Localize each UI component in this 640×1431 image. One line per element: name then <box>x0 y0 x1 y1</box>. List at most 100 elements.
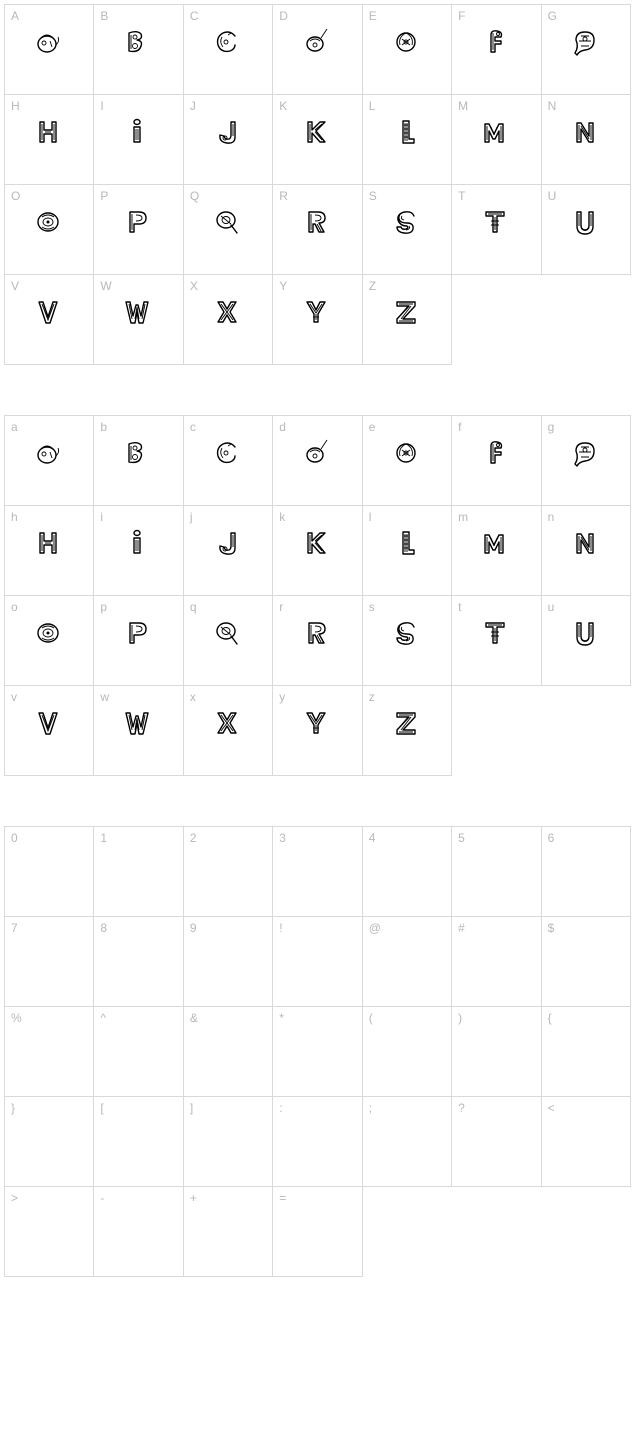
charmap-cell: A <box>5 5 94 95</box>
cell-label: h <box>11 510 18 524</box>
cell-label: : <box>279 1101 282 1115</box>
cell-label: Y <box>279 279 287 293</box>
cell-label: P <box>100 189 108 203</box>
charmap-cell: w <box>94 686 183 776</box>
charmap-cell: Q <box>184 185 273 275</box>
cell-label: ? <box>458 1101 465 1115</box>
cell-label: [ <box>100 1101 103 1115</box>
glyph-v <box>33 297 63 327</box>
cell-label: z <box>369 690 375 704</box>
charmap-cell: i <box>94 506 183 596</box>
charmap-cell: J <box>184 95 273 185</box>
cell-label: A <box>11 9 19 23</box>
charmap-cell: O <box>5 185 94 275</box>
glyph-f <box>480 438 510 468</box>
cell-label: @ <box>369 921 381 935</box>
glyph-j <box>212 528 242 558</box>
glyph-a <box>33 438 63 468</box>
glyph-f <box>480 27 510 57</box>
cell-label: 9 <box>190 921 197 935</box>
charmap-cell: p <box>94 596 183 686</box>
glyph-s <box>391 207 421 237</box>
cell-label: e <box>369 420 376 434</box>
cell-label: O <box>11 189 20 203</box>
cell-label: - <box>100 1191 104 1205</box>
glyph-x <box>212 297 242 327</box>
cell-label: g <box>548 420 555 434</box>
cell-label: Z <box>369 279 376 293</box>
glyph-g <box>570 438 600 468</box>
cell-label: T <box>458 189 465 203</box>
cell-label: i <box>100 510 103 524</box>
charmap-cell: K <box>273 95 362 185</box>
charmap-cell <box>452 686 541 775</box>
cell-label: < <box>548 1101 555 1115</box>
cell-label: 5 <box>458 831 465 845</box>
charmap-cell: - <box>94 1187 183 1277</box>
cell-label: w <box>100 690 109 704</box>
cell-label: ! <box>279 921 282 935</box>
cell-label: & <box>190 1011 198 1025</box>
charmap-cell: x <box>184 686 273 776</box>
glyph-h <box>33 117 63 147</box>
cell-label: 2 <box>190 831 197 845</box>
glyph-m <box>480 528 510 558</box>
charmap-cell <box>363 1187 452 1276</box>
charmap-cell: B <box>94 5 183 95</box>
charmap-cell: 4 <box>363 827 452 917</box>
charmap-cell: [ <box>94 1097 183 1187</box>
cell-label: % <box>11 1011 22 1025</box>
cell-label: ] <box>190 1101 193 1115</box>
glyph-o <box>33 618 63 648</box>
charmap-cell: H <box>5 95 94 185</box>
charmap-cell: y <box>273 686 362 776</box>
cell-label: ; <box>369 1101 372 1115</box>
charmap-cell: & <box>184 1007 273 1097</box>
charmap-cell <box>542 1187 631 1276</box>
glyph-d <box>301 438 331 468</box>
cell-label: y <box>279 690 285 704</box>
cell-label: a <box>11 420 18 434</box>
charmap-cell <box>542 275 631 364</box>
cell-label: K <box>279 99 287 113</box>
charmap-cell: = <box>273 1187 362 1277</box>
glyph-n <box>570 528 600 558</box>
cell-label: I <box>100 99 103 113</box>
glyph-w <box>122 708 152 738</box>
glyph-m <box>480 117 510 147</box>
charmap-cell: h <box>5 506 94 596</box>
charmap-cell: C <box>184 5 273 95</box>
glyph-g <box>570 27 600 57</box>
cell-label: 1 <box>100 831 107 845</box>
charmap-cell: b <box>94 416 183 506</box>
cell-label: q <box>190 600 197 614</box>
glyph-i <box>122 117 152 147</box>
charmap-cell: Y <box>273 275 362 365</box>
charmap-cell: d <box>273 416 362 506</box>
cell-label: > <box>11 1191 18 1205</box>
cell-label: 8 <box>100 921 107 935</box>
charmap-cell: * <box>273 1007 362 1097</box>
glyph-o <box>33 207 63 237</box>
charmap-cell: k <box>273 506 362 596</box>
charmap-cell: 8 <box>94 917 183 1007</box>
cell-label: C <box>190 9 199 23</box>
charmap-cell: 7 <box>5 917 94 1007</box>
glyph-b <box>122 438 152 468</box>
cell-label: r <box>279 600 283 614</box>
charmap-cell: m <box>452 506 541 596</box>
glyph-c <box>212 438 242 468</box>
symbols-grid: 0123456789!@#$%^&*(){}[]:;?<>-+= <box>4 826 631 1277</box>
charmap-cell: E <box>363 5 452 95</box>
glyph-h <box>33 528 63 558</box>
cell-label: W <box>100 279 111 293</box>
cell-label: } <box>11 1101 15 1115</box>
glyph-i <box>122 528 152 558</box>
glyph-l <box>391 117 421 147</box>
cell-label: V <box>11 279 19 293</box>
charmap-cell: U <box>542 185 631 275</box>
cell-label: p <box>100 600 107 614</box>
charmap-cell: R <box>273 185 362 275</box>
cell-label: n <box>548 510 555 524</box>
charmap-cell: 1 <box>94 827 183 917</box>
